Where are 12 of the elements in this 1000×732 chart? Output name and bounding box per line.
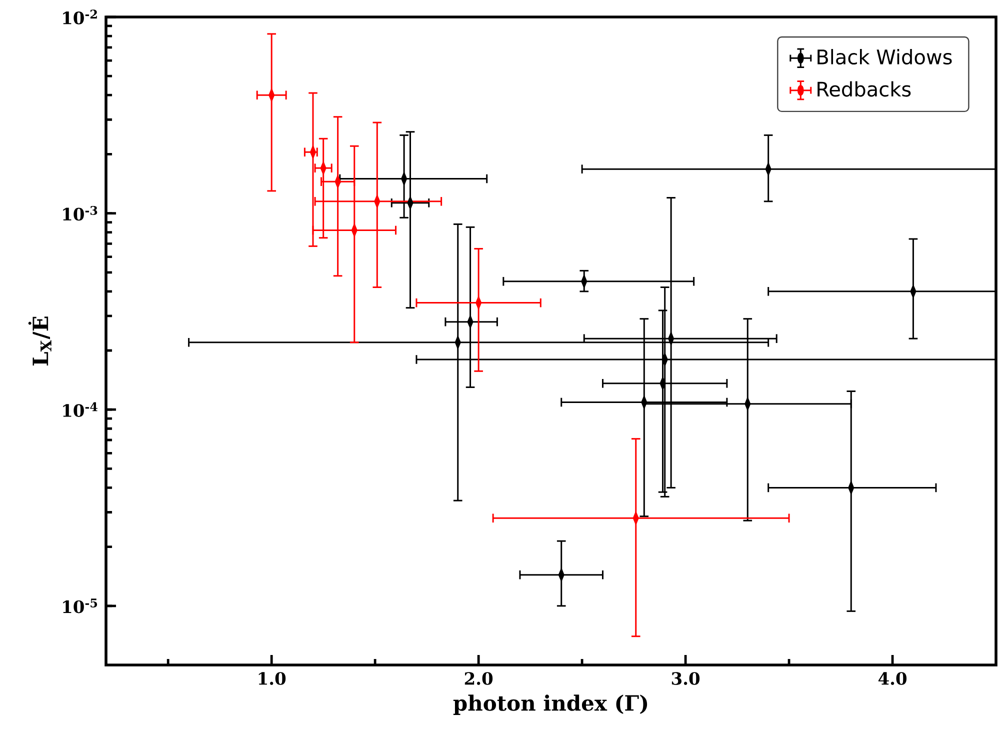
y-tick-label: 10$^{-4}$ — [63, 402, 98, 417]
y-tick-label: 10$^{-3}$ — [63, 206, 98, 221]
x-tick-label: 2.0 — [464, 672, 493, 685]
x-tick-label: 3.0 — [672, 672, 700, 685]
legend-label: Black Widows — [818, 49, 952, 65]
x-tick-label: 4.0 — [878, 672, 907, 685]
y-axis-title: L$_{X}$/Ė — [28, 316, 52, 366]
x-tick-label: 1.0 — [258, 672, 286, 685]
y-tick-label: 10$^{-5}$ — [63, 598, 98, 614]
y-tick-label: 10$^{-2}$ — [63, 10, 97, 24]
x-axis-title: photon index (Γ) — [453, 694, 648, 715]
legend-label: Redbacks — [818, 81, 911, 97]
